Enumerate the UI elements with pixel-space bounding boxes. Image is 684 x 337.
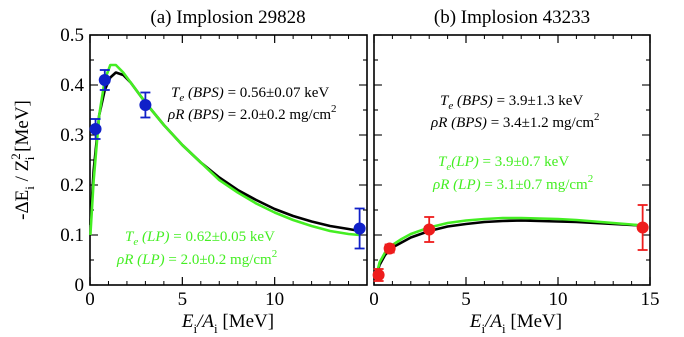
annot-a-lp-rhor: ρR (LP) = 2.0±0.2 mg/cm2 <box>116 248 277 268</box>
panel-a-title: (a) Implosion 29828 <box>150 7 305 28</box>
y-tick-label: 0.4 <box>60 75 84 96</box>
y-tick-label: 0.3 <box>60 125 84 146</box>
data-point <box>139 99 152 111</box>
x-tick-label: 10 <box>549 289 568 310</box>
panel-b-lp-annotation: Te(LP) = 3.9±0.7 keV ρR (LP) = 3.1±0.7 m… <box>432 154 593 193</box>
data-point <box>372 269 385 281</box>
x-tick-label: 15 <box>641 289 660 310</box>
y-tick-label: 0.1 <box>60 225 84 246</box>
y-tick-label: 0.5 <box>60 25 84 46</box>
data-point <box>89 123 102 135</box>
x-tick-label: 0 <box>85 289 95 310</box>
y-tick-label: 0.2 <box>60 175 84 196</box>
data-point <box>423 223 436 236</box>
annot-a-bps-rhor: ρR (BPS) = 2.0±0.2 mg/cm2 <box>167 103 337 123</box>
panel-a-frame <box>89 34 368 286</box>
series-line-lp <box>89 63 360 237</box>
panel-a-bps-annotation: Te (BPS) = 0.56±0.07 keV ρR (BPS) = 2.0±… <box>167 85 337 123</box>
data-point <box>383 242 396 255</box>
annot-a-lp-te: Te (LP) = 0.62±0.05 keV <box>125 229 275 248</box>
series-line-lp <box>374 216 643 278</box>
panel-a-x-label: Ei/Ai [MeV] <box>181 311 274 336</box>
annot-a-bps-te: Te (BPS) = 0.56±0.07 keV <box>171 85 329 104</box>
x-tick-label: 10 <box>265 289 284 310</box>
panel-a-lp-annotation: Te (LP) = 0.62±0.05 keV ρR (LP) = 2.0±0.… <box>116 229 277 268</box>
panel-a: (a) Implosion 29828 0 0.1 0.2 0.3 0.4 0.5 0 5 1… <box>60 7 368 336</box>
data-point <box>98 74 111 86</box>
annot-b-lp-te: Te(LP) = 3.9±0.7 keV <box>438 154 569 173</box>
annot-b-bps-te: Te (BPS) = 3.9±1.3 keV <box>440 93 583 112</box>
panel-b-bps-annotation: Te (BPS) = 3.9±1.3 keV ρR (BPS) = 3.4±1.… <box>430 93 600 131</box>
panel-b: (b) Implosion 43233 0 5 10 15 Ei/Ai [MeV] T… <box>369 7 659 336</box>
panel-b-x-label: Ei/Ai [MeV] <box>469 311 562 336</box>
panel-b-title: (b) Implosion 43233 <box>434 7 590 28</box>
x-tick-label: 0 <box>369 289 379 310</box>
series-line-bps <box>374 219 643 278</box>
data-point <box>636 221 649 234</box>
annot-b-bps-rhor: ρR (BPS) = 3.4±1.2 mg/cm2 <box>430 111 600 131</box>
annot-b-lp-rhor: ρR (LP) = 3.1±0.7 mg/cm2 <box>432 173 593 193</box>
x-tick-label: 5 <box>178 289 188 310</box>
data-point <box>353 222 366 235</box>
y-axis-label: -ΔEi / Z2i [MeV] <box>8 100 37 220</box>
x-tick-label: 5 <box>461 289 471 310</box>
y-tick-label: 0 <box>75 275 85 296</box>
